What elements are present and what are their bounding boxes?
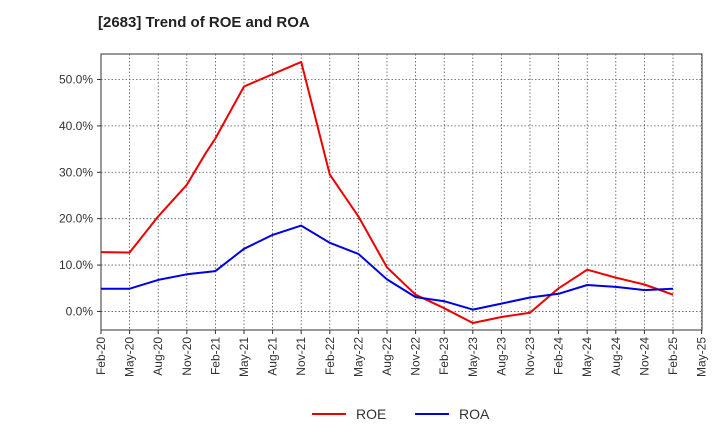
y-tick-label: 10.0% — [59, 258, 93, 272]
x-tick-label: May-23 — [466, 337, 480, 377]
series-lines — [100, 60, 674, 324]
series-line-roa — [101, 224, 674, 311]
x-tick-label: Aug-24 — [609, 337, 623, 376]
x-tick-label: Aug-23 — [494, 337, 508, 376]
x-tick-label: May-22 — [351, 337, 365, 377]
y-tick-label: 0.0% — [66, 304, 94, 318]
x-tick-label: May-24 — [580, 337, 594, 377]
x-tick-label: Nov-24 — [637, 337, 651, 376]
x-tick-label: Aug-22 — [380, 337, 394, 376]
gridlines — [100, 54, 702, 330]
axis-ticks: Feb-20 May-20 Aug-20 Nov-20 Feb-21 May-21 Aug-… — [59, 73, 709, 378]
y-tick-label: 20.0% — [59, 212, 93, 226]
series-line-roe — [100, 60, 674, 324]
x-tick-label: Feb-25 — [666, 337, 680, 375]
plot-area-border — [100, 53, 703, 331]
x-tick-label: Feb-20 — [94, 337, 108, 375]
x-tick-label: Aug-21 — [266, 337, 280, 376]
x-tick-label: Nov-22 — [409, 337, 423, 376]
x-tick-label: Nov-20 — [180, 337, 194, 376]
legend-label-roe: ROE — [356, 406, 386, 422]
x-tick-label: Nov-21 — [294, 337, 308, 376]
x-tick-label: May-21 — [237, 337, 251, 377]
y-tick-label: 40.0% — [59, 119, 93, 133]
x-tick-label: Feb-21 — [208, 337, 222, 375]
legend-label-roa: ROA — [459, 406, 490, 422]
legend: ROE ROA — [312, 406, 490, 422]
x-tick-label: Feb-24 — [552, 337, 566, 375]
y-tick-label: 30.0% — [59, 165, 93, 179]
x-tick-label: May-25 — [695, 337, 709, 377]
x-tick-label: Aug-20 — [151, 337, 165, 376]
chart-title: [2683] Trend of ROE and ROA — [98, 14, 310, 31]
x-tick-label: Feb-23 — [437, 337, 451, 375]
x-tick-label: May-20 — [123, 337, 137, 377]
y-tick-label: 50.0% — [59, 73, 93, 87]
x-tick-label: Feb-22 — [323, 337, 337, 375]
x-tick-label: Nov-23 — [523, 337, 537, 376]
